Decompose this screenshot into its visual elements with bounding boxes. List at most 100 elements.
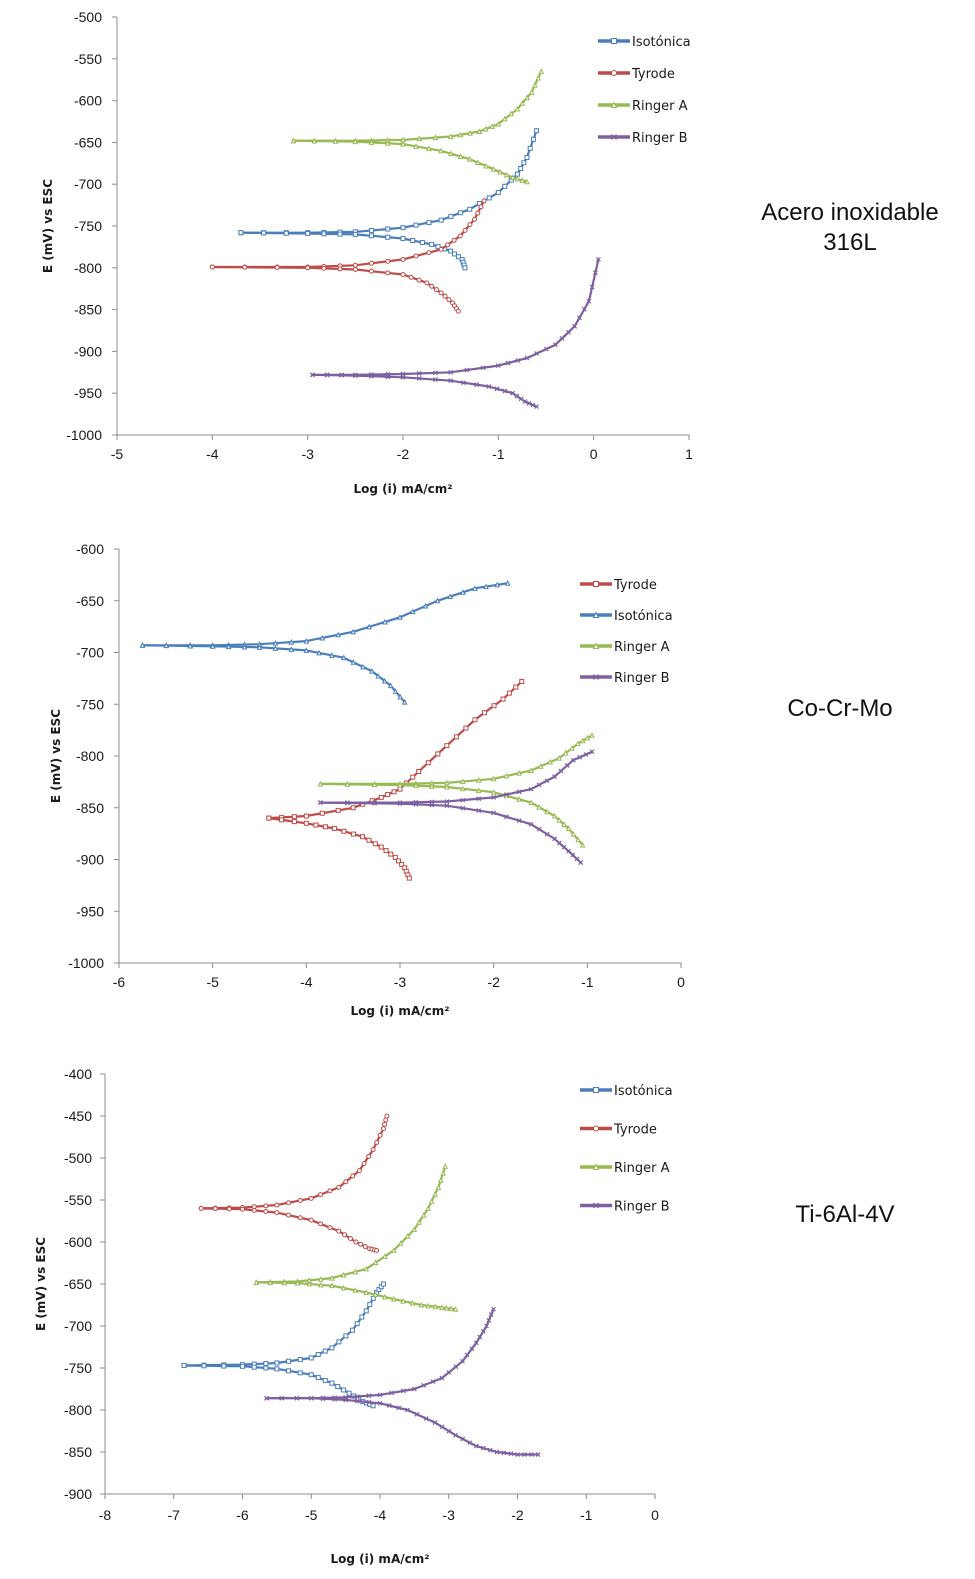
data-point	[452, 1306, 459, 1312]
x-axis-title: Log (i) mA/cm²	[351, 1004, 450, 1018]
data-point	[562, 750, 569, 756]
data-point	[411, 1386, 417, 1392]
data-point	[380, 1281, 386, 1287]
data-point	[225, 643, 232, 650]
data-point	[397, 781, 403, 788]
data-point	[501, 1450, 507, 1456]
data-point	[388, 851, 394, 857]
x-tick-label: 1	[685, 446, 693, 462]
data-point	[500, 696, 506, 702]
data-point	[329, 1282, 335, 1289]
data-point	[360, 663, 366, 670]
data-point	[238, 230, 244, 236]
y-tick-label: -700	[76, 645, 104, 661]
data-point	[310, 372, 315, 378]
x-axis-title: Log (i) mA/cm²	[331, 1552, 430, 1566]
data-point	[432, 377, 438, 383]
x-tick-label: -1	[581, 974, 594, 990]
data-point	[400, 225, 406, 231]
data-point	[366, 1153, 372, 1159]
data-point	[352, 138, 359, 145]
data-point	[374, 1247, 380, 1253]
data-point	[297, 1357, 303, 1363]
data-point	[536, 804, 542, 810]
data-point	[495, 363, 501, 369]
data-point	[308, 1217, 314, 1223]
data-point	[378, 794, 384, 800]
data-point	[566, 848, 572, 854]
data-point	[274, 1366, 280, 1372]
data-point	[329, 1345, 335, 1351]
data-point	[522, 399, 528, 404]
data-point	[286, 1200, 292, 1206]
x-tick-label: -5	[305, 1507, 318, 1523]
data-point	[291, 814, 297, 820]
y-tick-label: -1000	[66, 427, 102, 443]
data-point	[432, 1303, 439, 1310]
series-tyrode	[198, 1113, 390, 1253]
data-point	[537, 763, 544, 769]
data-point	[263, 1360, 269, 1366]
y-tick-label: -800	[64, 1402, 92, 1418]
data-point	[547, 758, 554, 765]
panel-label-line-1: Ti-6Al-4V	[795, 1201, 895, 1228]
data-point	[139, 642, 146, 648]
y-tick-label: -800	[74, 260, 102, 276]
data-point	[342, 1232, 348, 1238]
data-point	[503, 792, 509, 798]
data-point	[369, 227, 375, 233]
data-point	[528, 799, 534, 806]
y-axis-title: E (mV) vs ESC	[34, 1237, 48, 1331]
data-point	[429, 241, 435, 247]
data-point	[405, 1407, 410, 1413]
x-tick-label: -2	[487, 974, 500, 990]
data-point	[556, 817, 563, 823]
data-point	[472, 216, 477, 222]
x-tick-label: -2	[397, 446, 410, 462]
data-point	[570, 852, 576, 858]
data-point	[552, 836, 557, 842]
data-point	[366, 1399, 372, 1405]
data-point	[589, 732, 595, 738]
data-point	[351, 831, 357, 837]
legend-entry: Isotónica	[598, 35, 691, 50]
data-point	[340, 1271, 347, 1278]
data-point	[532, 82, 538, 88]
data-point	[347, 1236, 353, 1242]
data-point	[445, 242, 451, 248]
data-point	[317, 800, 323, 805]
data-point	[366, 1393, 372, 1399]
data-point	[425, 1302, 432, 1309]
y-tick-label: -400	[64, 1066, 92, 1082]
data-point	[313, 822, 319, 828]
y-tick-label: -650	[64, 1276, 92, 1292]
data-point	[201, 1363, 207, 1369]
data-point	[460, 805, 466, 811]
data-point	[457, 153, 464, 159]
data-point	[556, 840, 562, 846]
data-point	[530, 136, 536, 142]
data-point	[510, 390, 516, 396]
data-point	[438, 290, 444, 296]
data-point	[513, 684, 519, 690]
data-point	[448, 248, 454, 254]
data-point	[494, 581, 501, 588]
data-point	[435, 1184, 442, 1190]
x-tick-label: -5	[206, 974, 219, 990]
y-tick-label: -650	[74, 134, 102, 150]
series-line-cathodic	[142, 644, 406, 703]
data-point	[283, 230, 289, 236]
data-point	[448, 378, 454, 384]
data-point	[366, 623, 372, 630]
data-point	[565, 825, 572, 831]
data-point	[383, 1117, 389, 1123]
data-point	[400, 374, 406, 380]
data-point	[453, 1364, 459, 1370]
data-point	[345, 800, 350, 806]
data-point	[413, 143, 419, 149]
data-point	[397, 1240, 404, 1246]
y-tick-label: -900	[64, 1486, 92, 1502]
data-point	[414, 1411, 420, 1417]
y-tick-label: -550	[74, 51, 102, 67]
